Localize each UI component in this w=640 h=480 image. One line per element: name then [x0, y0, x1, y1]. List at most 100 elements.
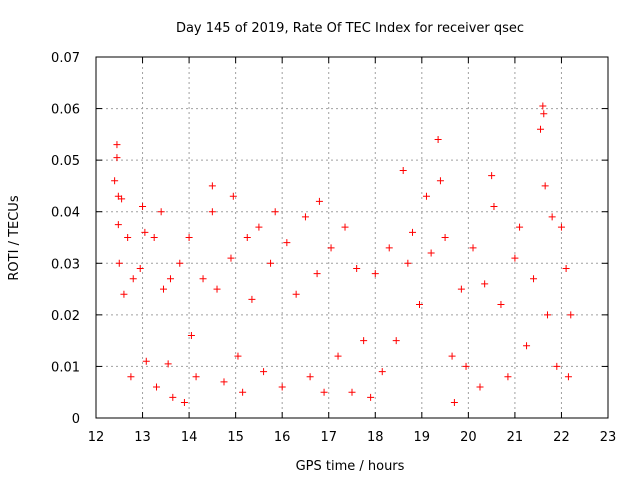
data-point — [113, 141, 121, 149]
data-point — [334, 352, 342, 360]
x-tick-label: 23 — [600, 430, 617, 445]
data-point — [208, 208, 216, 216]
y-tick-labels: 0 0.01 0.02 0.03 0.04 0.05 0.06 0.07 — [51, 51, 80, 427]
data-points — [111, 102, 575, 407]
data-point — [448, 352, 456, 360]
data-point — [118, 195, 126, 203]
data-point — [271, 208, 279, 216]
axis-ticks — [95, 56, 609, 419]
data-point — [234, 352, 242, 360]
data-point — [320, 388, 328, 396]
x-tick-labels: 12 13 14 15 16 17 18 19 20 21 22 23 — [88, 430, 617, 445]
data-point — [562, 264, 570, 272]
data-point — [409, 228, 417, 236]
data-point — [142, 357, 150, 365]
data-point — [111, 177, 119, 185]
data-point — [301, 213, 309, 221]
data-point — [392, 337, 400, 345]
y-tick-label: 0.06 — [51, 103, 80, 118]
data-point — [327, 244, 335, 252]
data-point — [539, 102, 547, 110]
chart-title: Day 145 of 2019, Rate Of TEC Index for r… — [176, 21, 524, 36]
data-point — [341, 223, 349, 231]
data-point — [260, 368, 268, 376]
data-point — [450, 399, 458, 407]
data-point — [436, 177, 444, 185]
data-point — [543, 311, 551, 319]
data-point — [415, 301, 423, 309]
data-point — [504, 373, 512, 381]
y-tick-label: 0.02 — [51, 309, 80, 324]
data-point — [462, 362, 470, 370]
data-point — [292, 290, 300, 298]
data-point — [164, 360, 172, 368]
data-point — [457, 285, 465, 293]
x-tick-label: 19 — [414, 430, 431, 445]
data-point — [213, 285, 221, 293]
data-point — [157, 208, 165, 216]
data-point — [139, 203, 147, 211]
y-axis-label: ROTI / TECUs — [7, 195, 22, 280]
y-tick-label: 0.01 — [51, 360, 80, 375]
data-point — [367, 393, 375, 401]
data-point — [229, 192, 237, 200]
data-point — [541, 182, 549, 190]
x-tick-label: 15 — [227, 430, 244, 445]
data-point — [136, 264, 144, 272]
data-point — [540, 110, 548, 118]
data-point — [169, 393, 177, 401]
data-point — [490, 203, 498, 211]
data-point — [553, 362, 561, 370]
data-point — [315, 197, 323, 205]
data-point — [220, 378, 228, 386]
x-tick-label: 22 — [553, 430, 570, 445]
x-tick-label: 18 — [367, 430, 384, 445]
data-point — [278, 383, 286, 391]
grid-lines — [96, 57, 608, 418]
data-point — [434, 136, 442, 144]
data-point — [404, 259, 412, 267]
data-point — [239, 388, 247, 396]
data-point — [313, 270, 321, 278]
x-tick-label: 17 — [320, 430, 337, 445]
x-tick-label: 21 — [507, 430, 524, 445]
data-point — [378, 368, 386, 376]
data-point — [469, 244, 477, 252]
data-point — [227, 254, 235, 262]
plot-frame — [95, 56, 609, 419]
data-point — [208, 182, 216, 190]
x-tick-label: 12 — [88, 430, 105, 445]
data-point — [199, 275, 207, 283]
data-point — [476, 383, 484, 391]
data-point — [497, 301, 505, 309]
data-point — [548, 213, 556, 221]
data-point — [187, 331, 195, 339]
data-point — [115, 259, 123, 267]
data-point — [427, 249, 435, 257]
data-point — [537, 125, 545, 133]
data-point — [153, 383, 161, 391]
data-point — [267, 259, 275, 267]
data-point — [141, 228, 149, 236]
data-point — [127, 373, 135, 381]
y-tick-label: 0.04 — [51, 206, 80, 221]
x-tick-label: 13 — [134, 430, 151, 445]
data-point — [306, 373, 314, 381]
x-axis-label: GPS time / hours — [296, 459, 405, 474]
data-point — [248, 295, 256, 303]
data-point — [371, 270, 379, 278]
data-point — [348, 388, 356, 396]
data-point — [120, 290, 128, 298]
data-point — [353, 264, 361, 272]
data-point — [530, 275, 538, 283]
data-point — [481, 280, 489, 288]
x-tick-label: 16 — [274, 430, 291, 445]
data-point — [441, 234, 449, 241]
data-point — [166, 275, 174, 283]
data-point — [180, 399, 188, 407]
y-tick-label: 0.05 — [51, 154, 80, 169]
x-tick-label: 20 — [460, 430, 477, 445]
y-tick-label: 0 — [72, 412, 80, 427]
